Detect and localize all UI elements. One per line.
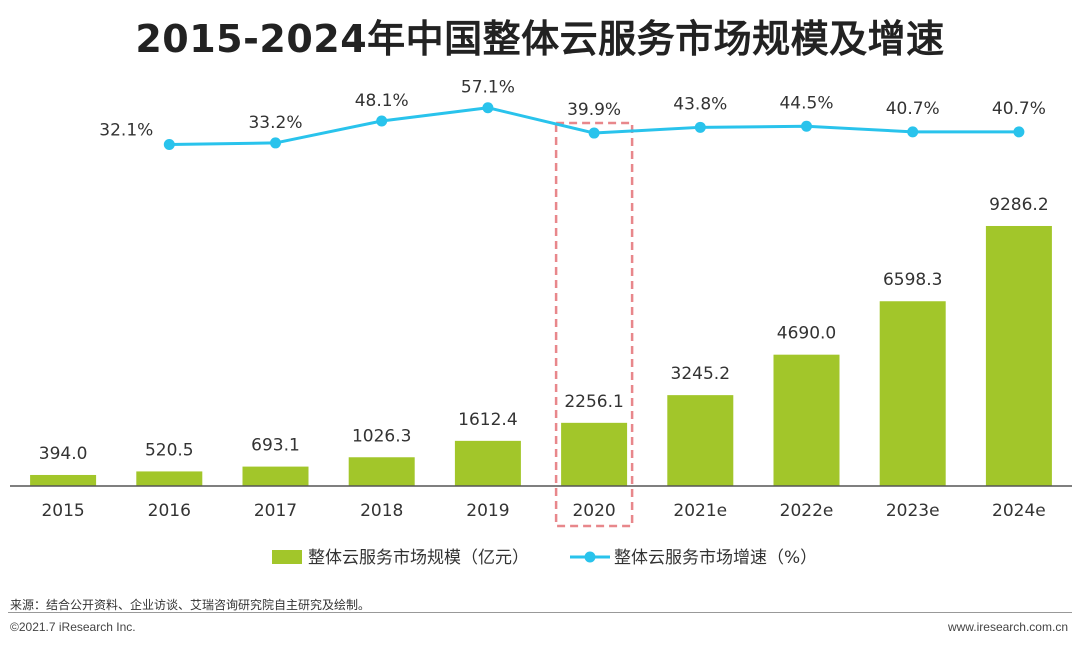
- bar-label-2015: 394.0: [39, 444, 88, 464]
- footer-divider: [8, 612, 1072, 613]
- x-tick-2023e: 2023e: [886, 501, 940, 521]
- growth-point-2020: [588, 127, 600, 139]
- growth-point-2019: [482, 102, 494, 114]
- growth-label-2023e: 40.7%: [886, 99, 940, 119]
- x-tick-2021e: 2021e: [673, 501, 727, 521]
- bar-2020: [561, 422, 628, 486]
- growth-point-2016: [163, 139, 175, 151]
- growth-point-2023e: [907, 126, 919, 138]
- chart-area: 2015 2016 2017 2018 2019 2020 2021e 2022e 2023e 2…: [10, 78, 1072, 568]
- chart-title: 2015-2024年中国整体云服务市场规模及增速: [135, 17, 945, 61]
- growth-point-2017: [270, 137, 281, 149]
- bar-2016: [136, 471, 203, 486]
- growth-label-2022e: 44.5%: [779, 93, 833, 113]
- growth-label-2021e: 43.8%: [673, 94, 727, 114]
- x-tick-2024e: 2024e: [992, 501, 1046, 521]
- x-tick-2020: 2020: [572, 501, 615, 521]
- growth-label-2018: 48.1%: [355, 91, 409, 111]
- bar-2023e: [879, 301, 946, 486]
- bar-2019: [454, 440, 521, 486]
- x-tick-2015: 2015: [41, 501, 84, 521]
- copyright-text: ©2021.7 iResearch Inc.: [10, 620, 136, 634]
- bar-label-2019: 1612.4: [458, 410, 517, 430]
- legend-bar-label: 整体云服务市场规模（亿元）: [308, 548, 529, 568]
- highlight-box: [554, 121, 634, 528]
- bar-2021e: [667, 395, 734, 486]
- growth-point-2024e: [1013, 126, 1025, 138]
- source-note: 来源：结合公开资料、企业访谈、艾瑞咨询研究院自主研究及绘制。: [10, 598, 371, 612]
- growth-label-2024e: 40.7%: [992, 99, 1046, 119]
- growth-label-2016: 32.1%: [99, 121, 153, 141]
- growth-point-2018: [376, 115, 388, 127]
- growth-point-2021e: [694, 121, 706, 133]
- bar-label-2022e: 4690.0: [777, 324, 836, 344]
- x-tick-2019: 2019: [466, 501, 509, 521]
- bar-label-2024e: 9286.2: [989, 195, 1048, 215]
- x-tick-2017: 2017: [254, 501, 297, 521]
- legend-line-marker: [584, 551, 596, 563]
- bar-2022e: [773, 354, 840, 486]
- bar-2015: [30, 474, 97, 486]
- bar-label-2018: 1026.3: [352, 426, 411, 446]
- bar-2018: [348, 457, 415, 486]
- legend-bar-swatch: [272, 550, 302, 564]
- bar-label-2017: 693.1: [251, 436, 300, 456]
- bar-label-2016: 520.5: [145, 440, 194, 460]
- legend-line-label: 整体云服务市场增速（%）: [614, 548, 817, 568]
- x-tick-2018: 2018: [360, 501, 403, 521]
- growth-label-2020: 39.9%: [567, 100, 621, 120]
- growth-point-2022e: [801, 120, 812, 132]
- website-text: www.iresearch.com.cn: [947, 620, 1068, 634]
- bar-label-2021e: 3245.2: [671, 364, 730, 384]
- bar-label-2020: 2256.1: [564, 392, 623, 412]
- x-tick-2022e: 2022e: [780, 501, 834, 521]
- bar-label-2023e: 6598.3: [883, 270, 942, 290]
- bar-2024e: [985, 225, 1052, 487]
- bar-2017: [242, 466, 309, 486]
- growth-label-2019: 57.1%: [461, 78, 515, 98]
- x-tick-2016: 2016: [148, 501, 191, 521]
- growth-label-2017: 33.2%: [248, 113, 302, 133]
